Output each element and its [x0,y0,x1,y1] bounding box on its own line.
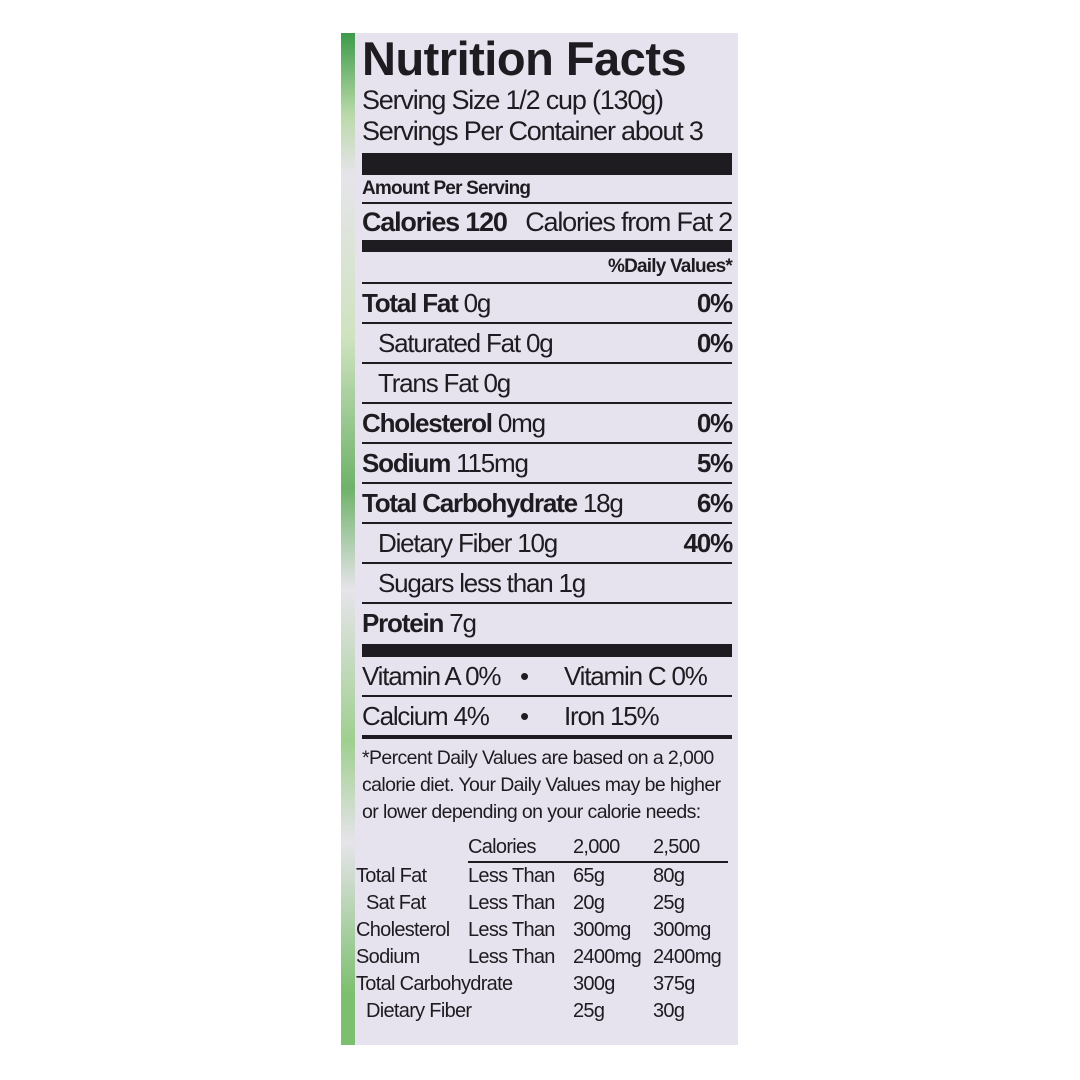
table-row: Total Fat Less Than 65g 80g [356,862,728,890]
nutrient-amount: 0g [525,328,554,358]
nutrient-row-protein: Protein 7g [362,604,732,642]
table-cell: Less Than [468,865,555,887]
table-row: Sodium Less Than 2400mg 2400mg [356,944,728,971]
table-cell: 30g [653,1000,685,1022]
table-header-cell: 2,500 [653,834,728,863]
reference-header-row: Calories 2,000 2,500 [356,834,728,863]
table-row: Sat Fat Less Than 20g 25g [356,890,728,917]
footnote: *Percent Daily Values are based on a 2,0… [362,747,721,823]
nutrient-row-trans-fat: Trans Fat 0g [362,364,732,404]
daily-values-header: %Daily Values* [362,252,733,284]
nutrient-name: Cholesterol [362,408,493,438]
iron: Iron 15% [564,701,660,731]
nutrient-row-dietary-fiber: Dietary Fiber 10g 40% [362,524,734,564]
nutrient-row-sodium: Sodium 115mg 5% [362,444,733,484]
table-cell: 300g [573,973,615,995]
nutrient-name: Sodium [362,448,451,478]
daily-values-reference-table: Calories 2,000 2,500 Total Fat Less Than 6… [356,834,728,1025]
table-cell: 65g [573,865,605,887]
table-cell: 2400mg [653,946,722,968]
thick-divider [362,153,732,175]
nutrient-amount: 18g [582,488,624,518]
daily-values-header-text: %Daily Values* [608,256,733,277]
servings-per-container: Servings Per Container about 3 [362,116,704,146]
mineral-row: Calcium 4% • Iron 15% [362,697,732,739]
table-cell: Less Than [468,892,555,914]
table-cell: 80g [653,865,685,887]
nutrition-facts-label: Nutrition Facts Serving Size 1/2 cup (13… [356,32,734,1025]
nutrient-amount: less than 1g [459,568,586,598]
table-cell: Cholesterol [356,919,450,941]
nutrient-row-saturated-fat: Saturated Fat 0g 0% [362,324,733,364]
table-row: Total Carbohydrate 300g 375g [356,971,728,998]
nutrient-dv: 0% [696,328,733,358]
table-cell: 375g [653,973,695,995]
nutrient-amount: 0g [483,368,512,398]
table-cell: Total Carbohydrate [356,973,513,995]
table-header-cell: 2,000 [573,834,653,863]
nutrient-name: Sugars [378,568,454,598]
nutrient-dv: 0% [696,408,733,438]
nutrient-row-cholesterol: Cholesterol 0mg 0% [362,404,733,444]
nutrient-dv: 5% [696,448,733,478]
nutrient-name: Trans Fat [378,368,479,398]
table-cell: Less Than [468,946,555,968]
calcium: Calcium 4% [362,701,490,731]
nutrient-name: Total Fat [362,288,459,318]
nutrient-name: Saturated Fat [378,328,521,358]
table-cell: 300mg [573,919,631,941]
nutrient-dv: 40% [683,528,734,558]
bullet: • [520,701,529,731]
vitamin-a: Vitamin A 0% [362,661,502,691]
table-cell: Total Fat [356,864,427,887]
table-cell: 2400mg [573,946,642,968]
table-cell: Sat Fat [366,892,426,914]
nutrient-name: Protein [362,608,444,638]
table-row: Cholesterol Less Than 300mg 300mg [356,917,728,944]
nutrient-amount: 7g [449,608,477,638]
bullet: • [520,661,529,691]
nutrition-panel-background [355,33,738,1045]
table-header-cell [356,834,468,862]
amount-per-serving: Amount Per Serving [362,175,732,204]
table-cell: Dietary Fiber [366,1000,472,1022]
nutrient-amount: 0mg [497,408,546,438]
nutrient-amount: 115mg [456,448,529,478]
nutrient-dv: 0% [696,288,733,318]
vitamin-row: Vitamin A 0% • Vitamin C 0% [362,657,732,697]
calories-row: Calories 120 Calories from Fat 2 [362,204,733,240]
table-cell: 20g [573,892,605,914]
table-header-cell: Calories [468,834,573,863]
nutrient-row-total-carbohydrate: Total Carbohydrate 18g 6% [362,484,733,524]
nutrient-name: Total Carbohydrate [362,488,578,518]
serving-size: Serving Size 1/2 cup (130g) [362,85,664,115]
nutrient-dv: 6% [696,488,733,518]
label-title: Nutrition Facts [362,32,687,85]
table-cell: 300mg [653,919,711,941]
thick-divider [362,644,732,657]
vitamin-c: Vitamin C 0% [564,661,708,691]
calories: Calories 120 [362,207,508,237]
nutrient-row-sugars: Sugars less than 1g [362,564,732,604]
table-cell: 25g [573,1000,605,1022]
nutrient-amount: 10g [517,528,558,558]
table-cell: Less Than [468,919,555,941]
table-cell: Sodium [356,946,420,968]
nutrient-row-total-fat: Total Fat 0g 0% [362,284,733,324]
calories-from-fat: Calories from Fat 2 [525,207,733,237]
table-cell: 25g [653,892,685,914]
medium-divider [362,240,732,252]
nutrient-name: Dietary Fiber [378,528,512,558]
table-row: Dietary Fiber 25g 30g [356,998,728,1025]
nutrient-amount: 0g [463,288,492,318]
